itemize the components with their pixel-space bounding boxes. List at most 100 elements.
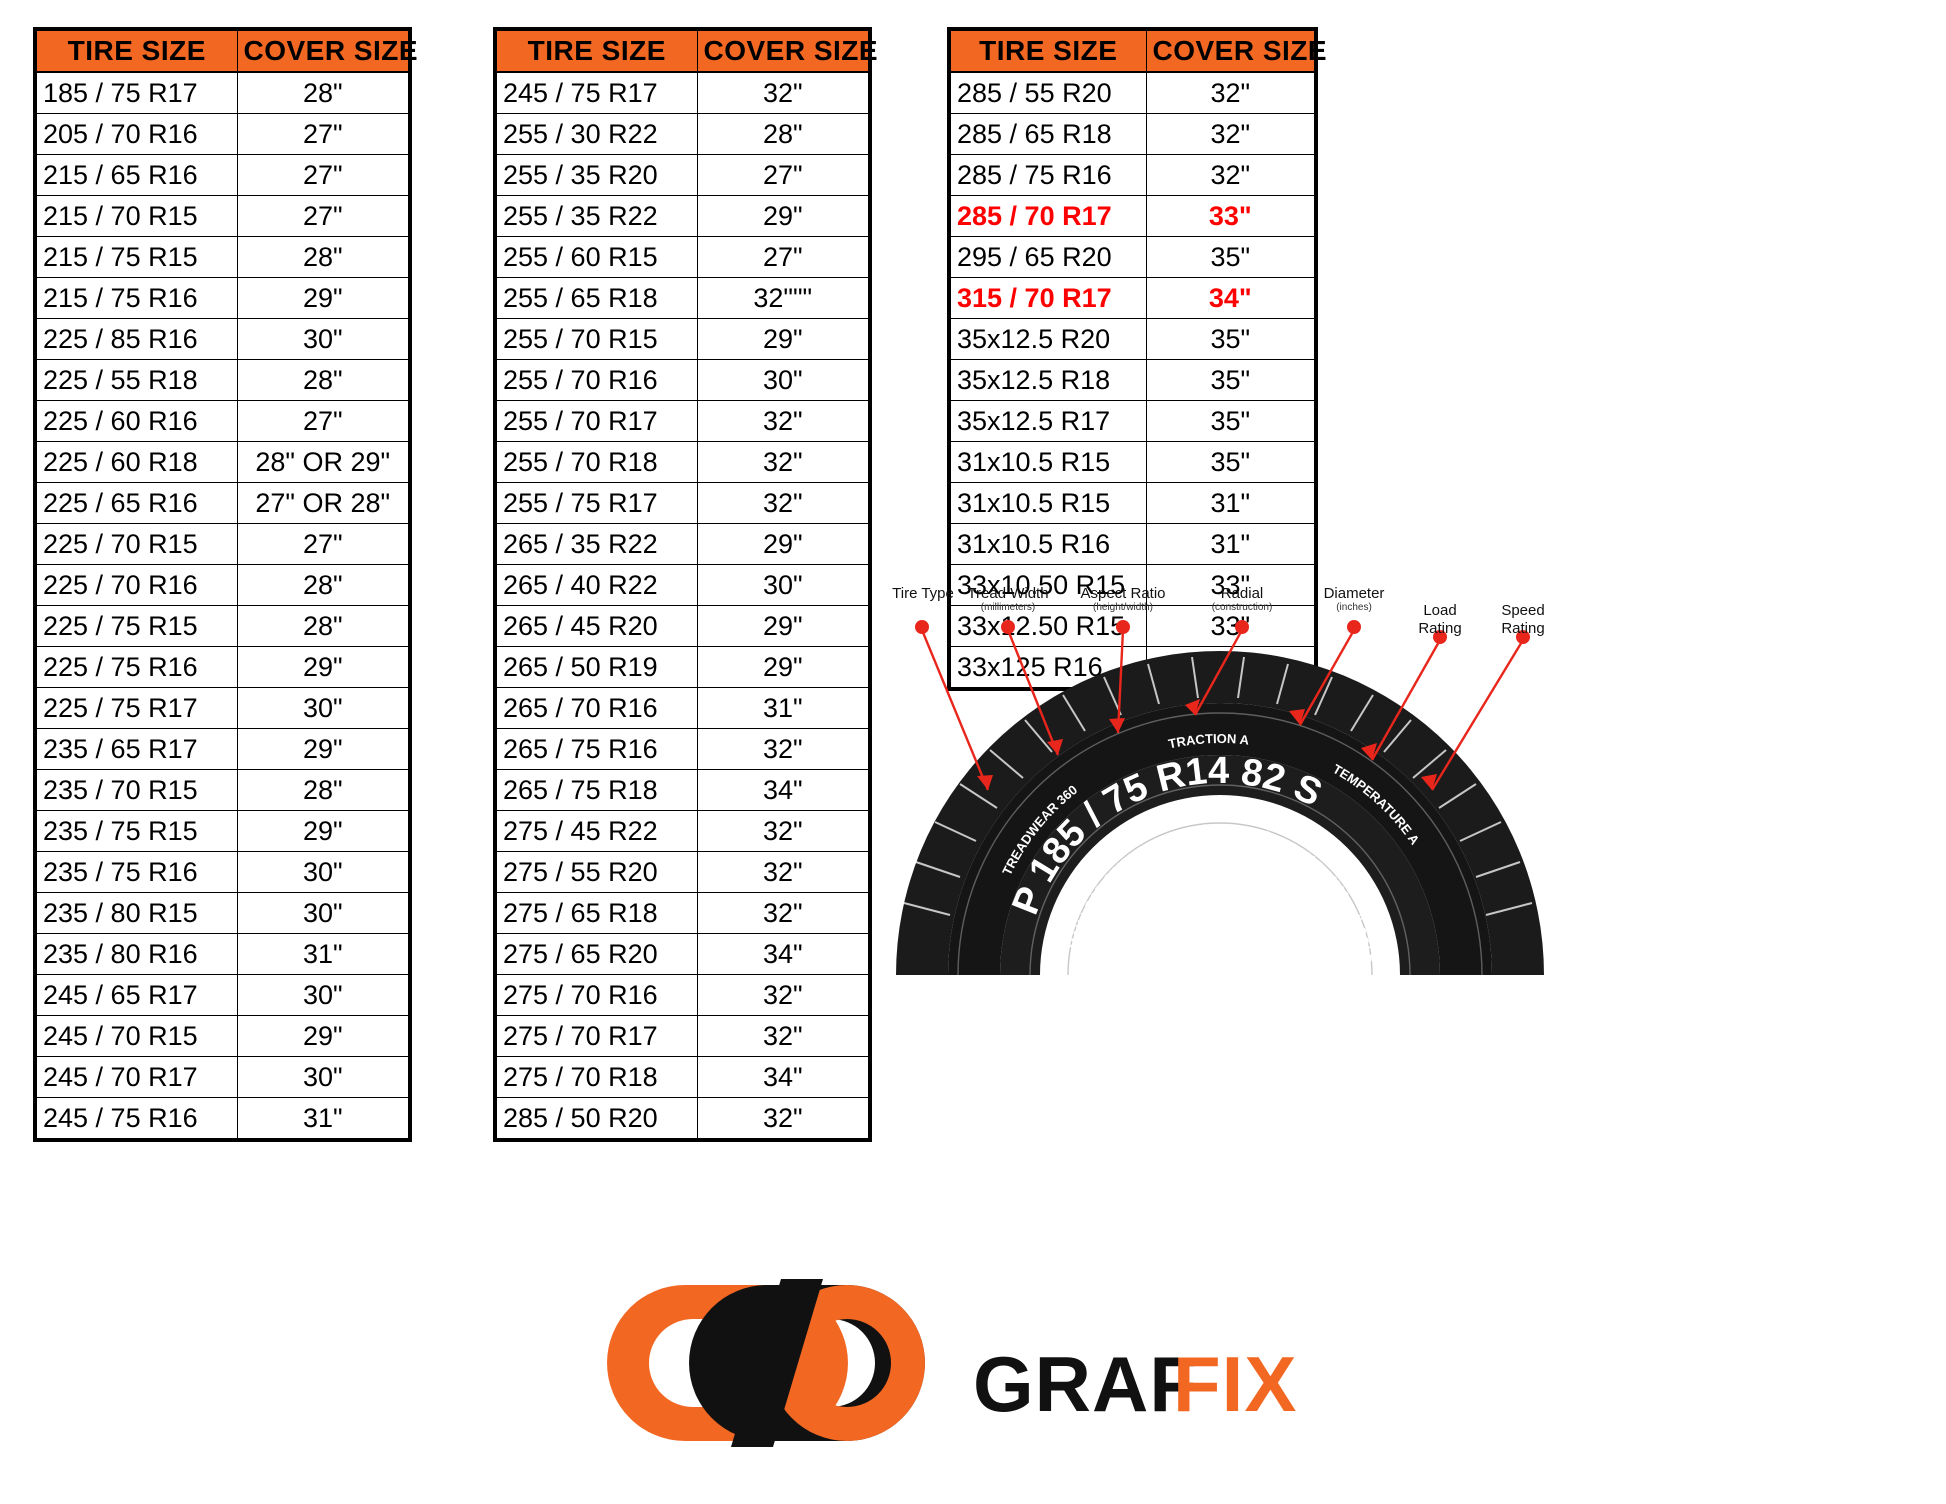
cell-cover-size: 28" <box>236 359 411 401</box>
cell-cover-size: 29" <box>696 646 871 688</box>
table-row: 185 / 75 R17 28" <box>34 71 411 114</box>
cell-tire-size: 215 / 65 R16 <box>34 154 238 196</box>
cell-cover-size: 32""" <box>696 277 871 319</box>
callout-diameter-title: Diameter <box>1323 585 1385 602</box>
cell-cover-size: 31" <box>1145 482 1317 524</box>
table-row: 255 / 35 R20 27" <box>494 154 871 196</box>
cell-cover-size: 29" <box>236 728 411 770</box>
tire-size-table-3: TIRE SIZE COVER SIZE 285 / 55 R20 32" 285 … <box>947 27 1327 691</box>
cell-tire-size: 215 / 75 R15 <box>34 236 238 278</box>
cell-tire-size: 255 / 75 R17 <box>494 482 698 524</box>
callout-diameter: Diameter (inches) <box>1299 585 1409 614</box>
column-header-cover-size: COVER SIZE <box>1145 28 1327 73</box>
cell-tire-size: 235 / 80 R15 <box>34 892 238 934</box>
cell-tire-size: 275 / 70 R17 <box>494 1015 698 1057</box>
max-load-text: MAX LOAD SINGLE 2000 KG (4410 LBS) AT 76… <box>1067 821 1376 965</box>
cell-tire-size: 285 / 70 R17 <box>948 195 1147 237</box>
cell-tire-size: 275 / 55 R20 <box>494 851 698 893</box>
table-row: 255 / 30 R22 28" <box>494 113 871 155</box>
table-row: 285 / 75 R16 32" <box>948 154 1317 196</box>
cell-cover-size: 32" <box>696 892 871 934</box>
callout-radial: Radial (construction) <box>1187 585 1297 614</box>
cell-tire-size: 31x10.5 R15 <box>948 482 1147 524</box>
callout-radial-sub: (construction) <box>1211 602 1273 614</box>
tire-sidewall-diagram: TREADWEAR 360 TRACTION A TEMPERATURE A P… <box>880 585 1560 975</box>
cell-cover-size: 27" OR 28" <box>236 482 411 524</box>
cell-tire-size: 245 / 75 R17 <box>494 71 698 114</box>
table-row: 225 / 75 R17 30" <box>34 687 411 729</box>
table-row: 255 / 75 R17 32" <box>494 482 871 524</box>
table-row: 275 / 70 R16 32" <box>494 974 871 1016</box>
table-row: 245 / 75 R16 31" <box>34 1097 411 1141</box>
cell-cover-size: 34" <box>696 769 871 811</box>
table-row: 285 / 55 R20 32" <box>948 71 1317 114</box>
cell-tire-size: 245 / 65 R17 <box>34 974 238 1016</box>
cell-cover-size: 29" <box>696 605 871 647</box>
table-row: 225 / 70 R16 28" <box>34 564 411 606</box>
cell-cover-size: 32" <box>1145 113 1317 155</box>
tire-tread <box>896 651 1544 975</box>
cell-cover-size: 31" <box>696 687 871 729</box>
table-row: 225 / 75 R16 29" <box>34 646 411 688</box>
callout-aspect-ratio-title: Aspect Ratio <box>1080 585 1166 602</box>
cell-tire-size: 285 / 75 R16 <box>948 154 1147 196</box>
cell-tire-size: 31x10.5 R15 <box>948 441 1147 483</box>
cell-tire-size: 33x12.50 R15 <box>948 605 1147 647</box>
column-header-tire-size: TIRE SIZE <box>948 28 1147 73</box>
cell-tire-size: 275 / 70 R18 <box>494 1056 698 1098</box>
table-row: 225 / 70 R15 27" <box>34 523 411 565</box>
cell-cover-size: 28" <box>236 605 411 647</box>
cell-cover-size: 27" <box>696 236 871 278</box>
cell-tire-size: 225 / 75 R16 <box>34 646 238 688</box>
cell-cover-size: 30" <box>236 687 411 729</box>
cell-tire-size: 255 / 60 R15 <box>494 236 698 278</box>
table-row: 235 / 75 R16 30" <box>34 851 411 893</box>
cell-cover-size: 33" <box>1145 605 1317 647</box>
table-row: 35x12.5 R18 35" <box>948 359 1317 401</box>
table-row: 235 / 75 R15 29" <box>34 810 411 852</box>
table-body-1: 185 / 75 R17 28" 205 / 70 R16 27" 215 / 65 R… <box>34 71 411 1141</box>
table-row: 255 / 70 R18 32" <box>494 441 871 483</box>
cell-cover-size: 28" <box>236 236 411 278</box>
cell-cover-size: 32" <box>696 810 871 852</box>
cell-tire-size: 245 / 70 R17 <box>34 1056 238 1098</box>
cell-cover-size: 32" <box>696 1015 871 1057</box>
table-row: 315 / 70 R17 34" <box>948 277 1317 319</box>
table-row: 31x10.5 R16 31" <box>948 523 1317 565</box>
cell-tire-size: 225 / 55 R18 <box>34 359 238 401</box>
callout-aspect-ratio: Aspect Ratio (height/width) <box>1063 585 1183 614</box>
cell-tire-size: 235 / 75 R15 <box>34 810 238 852</box>
cell-tire-size: 235 / 65 R17 <box>34 728 238 770</box>
table-row: 265 / 35 R22 29" <box>494 523 871 565</box>
table-row: 215 / 65 R16 27" <box>34 154 411 196</box>
cell-tire-size: 225 / 60 R18 <box>34 441 238 483</box>
cell-tire-size: 245 / 75 R16 <box>34 1097 238 1141</box>
table-row: 265 / 45 R20 29" <box>494 605 871 647</box>
cell-tire-size: 275 / 65 R20 <box>494 933 698 975</box>
cell-cover-size: 28" OR 29" <box>236 441 411 483</box>
callout-arrowheads <box>977 699 1437 790</box>
cell-cover-size: 32" <box>696 400 871 442</box>
cell-tire-size: 285 / 55 R20 <box>948 71 1147 114</box>
cell-tire-size: 285 / 50 R20 <box>494 1097 698 1141</box>
cell-cover-size: 30" <box>696 359 871 401</box>
table-row: 265 / 70 R16 31" <box>494 687 871 729</box>
table-row: 215 / 70 R15 27" <box>34 195 411 237</box>
table-row: 215 / 75 R16 29" <box>34 277 411 319</box>
table-row: 31x10.5 R15 31" <box>948 482 1317 524</box>
cell-cover-size: 34" <box>696 933 871 975</box>
cell-tire-size: 255 / 35 R22 <box>494 195 698 237</box>
table-row: 265 / 50 R19 29" <box>494 646 871 688</box>
cell-tire-size: 255 / 70 R18 <box>494 441 698 483</box>
table-row: 225 / 60 R18 28" OR 29" <box>34 441 411 483</box>
logo-text-fix: FIX <box>1173 1340 1297 1428</box>
table-row: 215 / 75 R15 28" <box>34 236 411 278</box>
callout-tread-width-title: Tread Width <box>967 585 1049 602</box>
logo-text-graf: GRAF <box>973 1340 1198 1428</box>
cell-tire-size: 255 / 65 R18 <box>494 277 698 319</box>
cell-cover-size: 29" <box>236 646 411 688</box>
cell-cover-size: 28" <box>236 564 411 606</box>
cell-tire-size: 33x10.50 R15 <box>948 564 1147 606</box>
cell-cover-size: 28" <box>696 113 871 155</box>
